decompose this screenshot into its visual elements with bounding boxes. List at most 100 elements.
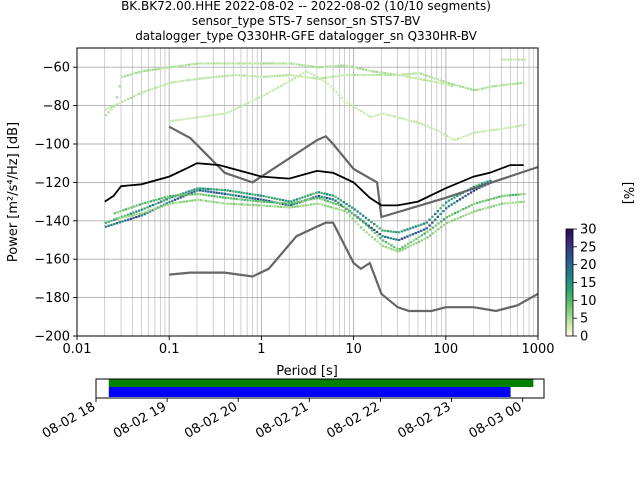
density-cell xyxy=(329,85,332,88)
density-cell xyxy=(292,199,296,202)
density-cell xyxy=(444,83,448,86)
y-tick-label: −160 xyxy=(34,253,70,268)
density-cell xyxy=(243,74,246,77)
density-cell xyxy=(193,193,197,196)
density-cell xyxy=(365,113,368,116)
density-cell xyxy=(393,115,396,118)
density-cell xyxy=(411,226,415,229)
density-cell xyxy=(390,247,393,251)
density-cell xyxy=(420,72,423,75)
density-cell xyxy=(517,124,521,128)
density-cell xyxy=(411,72,415,75)
density-cell xyxy=(216,195,219,198)
density-cell xyxy=(397,73,401,77)
density-cell xyxy=(160,197,164,200)
density-cell xyxy=(149,205,152,208)
density-cell xyxy=(238,105,241,109)
y-axis-label: Power [m²/s⁴/Hz] [dB] xyxy=(6,122,21,262)
density-cell xyxy=(365,224,368,227)
density-cell xyxy=(373,231,377,235)
density-cell xyxy=(190,78,193,81)
density-cell xyxy=(406,75,409,78)
density-cell xyxy=(356,73,359,77)
density-cell xyxy=(187,78,191,82)
density-cell xyxy=(523,192,526,196)
density-cell xyxy=(339,74,343,77)
density-cell xyxy=(348,204,351,207)
density-cell xyxy=(317,66,321,69)
density-cell xyxy=(207,200,211,203)
density-cell xyxy=(373,228,376,232)
density-cell xyxy=(240,191,243,194)
density-cell xyxy=(337,74,340,78)
density-cell xyxy=(207,190,210,193)
density-cell xyxy=(453,201,456,204)
density-cell xyxy=(256,75,260,78)
density-cell xyxy=(378,71,381,74)
density-cell xyxy=(265,199,268,202)
density-cell xyxy=(323,76,326,80)
colorbar-tick-label: 15 xyxy=(580,276,597,291)
density-cell xyxy=(243,103,247,106)
density-cell xyxy=(290,200,293,203)
density-cell xyxy=(168,201,171,204)
density-cell xyxy=(489,179,492,182)
density-cell xyxy=(107,224,110,227)
density-cell xyxy=(389,230,393,233)
timeline-tick-label: 08-02 22 xyxy=(324,399,382,441)
density-cell xyxy=(467,212,471,215)
density-cell xyxy=(210,200,213,203)
density-cell xyxy=(229,62,232,65)
density-cell xyxy=(464,213,468,216)
timeline-tick-label: 08-02 18 xyxy=(40,399,98,441)
density-cell xyxy=(511,201,515,204)
density-cell xyxy=(270,196,274,199)
density-cell xyxy=(141,202,144,205)
density-cell xyxy=(169,194,172,198)
density-cell xyxy=(445,134,449,138)
density-cell xyxy=(160,84,163,87)
density-cell xyxy=(263,93,266,97)
density-cell xyxy=(345,202,348,206)
density-cell xyxy=(415,242,418,245)
density-cell xyxy=(121,75,124,78)
density-cell xyxy=(204,190,207,193)
density-cell xyxy=(293,201,296,204)
density-cell xyxy=(213,113,216,117)
density-cell xyxy=(215,62,218,65)
density-cell xyxy=(248,62,251,65)
density-cell xyxy=(414,77,417,80)
density-cell xyxy=(461,196,464,199)
density-cell xyxy=(304,70,308,73)
density-cell xyxy=(268,204,271,208)
density-cell xyxy=(235,203,238,206)
density-cell xyxy=(180,118,183,121)
density-cell xyxy=(157,206,161,209)
density-cell xyxy=(315,75,319,79)
density-cell xyxy=(165,66,168,69)
density-cell xyxy=(245,74,249,77)
density-cell xyxy=(332,88,335,91)
density-cell xyxy=(113,212,117,215)
density-cell xyxy=(254,98,258,101)
density-cell xyxy=(303,64,307,67)
density-cell xyxy=(467,133,471,136)
timeline-bar-psd xyxy=(108,387,511,397)
density-cell xyxy=(326,196,329,200)
density-cell xyxy=(303,195,307,198)
y-tick-label: −200 xyxy=(34,330,70,345)
density-cell xyxy=(326,82,330,85)
density-cell xyxy=(370,73,373,77)
density-cell xyxy=(215,75,218,78)
density-cell xyxy=(234,190,238,193)
density-cell xyxy=(210,114,214,117)
density-cell xyxy=(265,204,269,207)
density-cell xyxy=(334,207,338,210)
density-cell xyxy=(467,87,470,90)
density-cell xyxy=(326,65,329,68)
density-cell xyxy=(133,213,136,217)
density-cell xyxy=(229,202,233,205)
density-cell xyxy=(177,118,180,122)
mean-curve xyxy=(104,162,524,207)
density-cell xyxy=(231,194,235,197)
